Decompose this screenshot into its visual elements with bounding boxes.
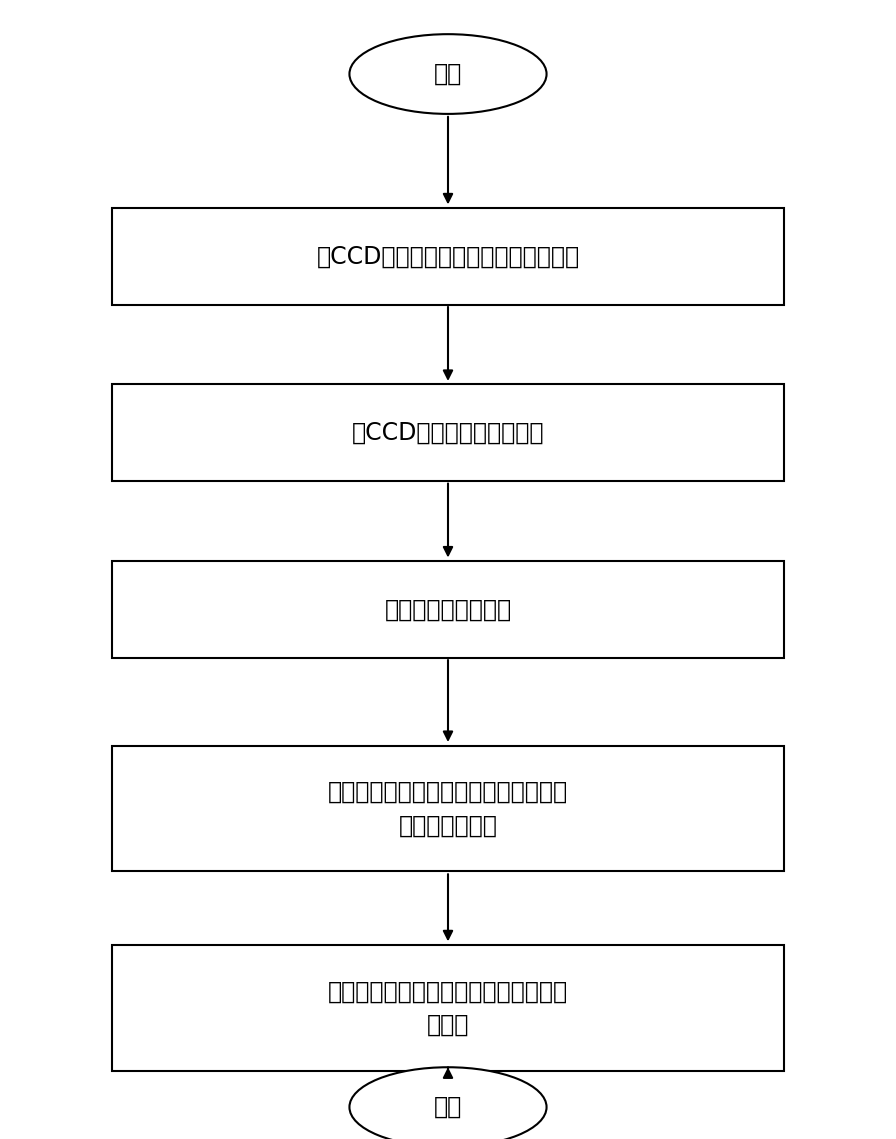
FancyBboxPatch shape <box>112 207 784 304</box>
Text: 对CCD相机进行设备连接和黑平衡校正: 对CCD相机进行设备连接和黑平衡校正 <box>316 244 580 269</box>
FancyBboxPatch shape <box>112 560 784 657</box>
Text: 对CCD相机进行黑体炉标定: 对CCD相机进行黑体炉标定 <box>352 420 544 445</box>
Ellipse shape <box>349 1067 547 1139</box>
Text: 开始: 开始 <box>434 62 462 87</box>
Text: 对被测目标进行灰度值的转换得到多个
光谱下的亮温值: 对被测目标进行灰度值的转换得到多个 光谱下的亮温值 <box>328 780 568 837</box>
Text: 结束: 结束 <box>434 1095 462 1120</box>
Text: 采用多光谱算法得到目标的真温和光谱
发射率: 采用多光谱算法得到目标的真温和光谱 发射率 <box>328 980 568 1036</box>
Text: 对被测目标进行拍照: 对被测目标进行拍照 <box>384 597 512 622</box>
FancyBboxPatch shape <box>112 385 784 481</box>
FancyBboxPatch shape <box>112 945 784 1071</box>
Ellipse shape <box>349 34 547 114</box>
FancyBboxPatch shape <box>112 746 784 871</box>
